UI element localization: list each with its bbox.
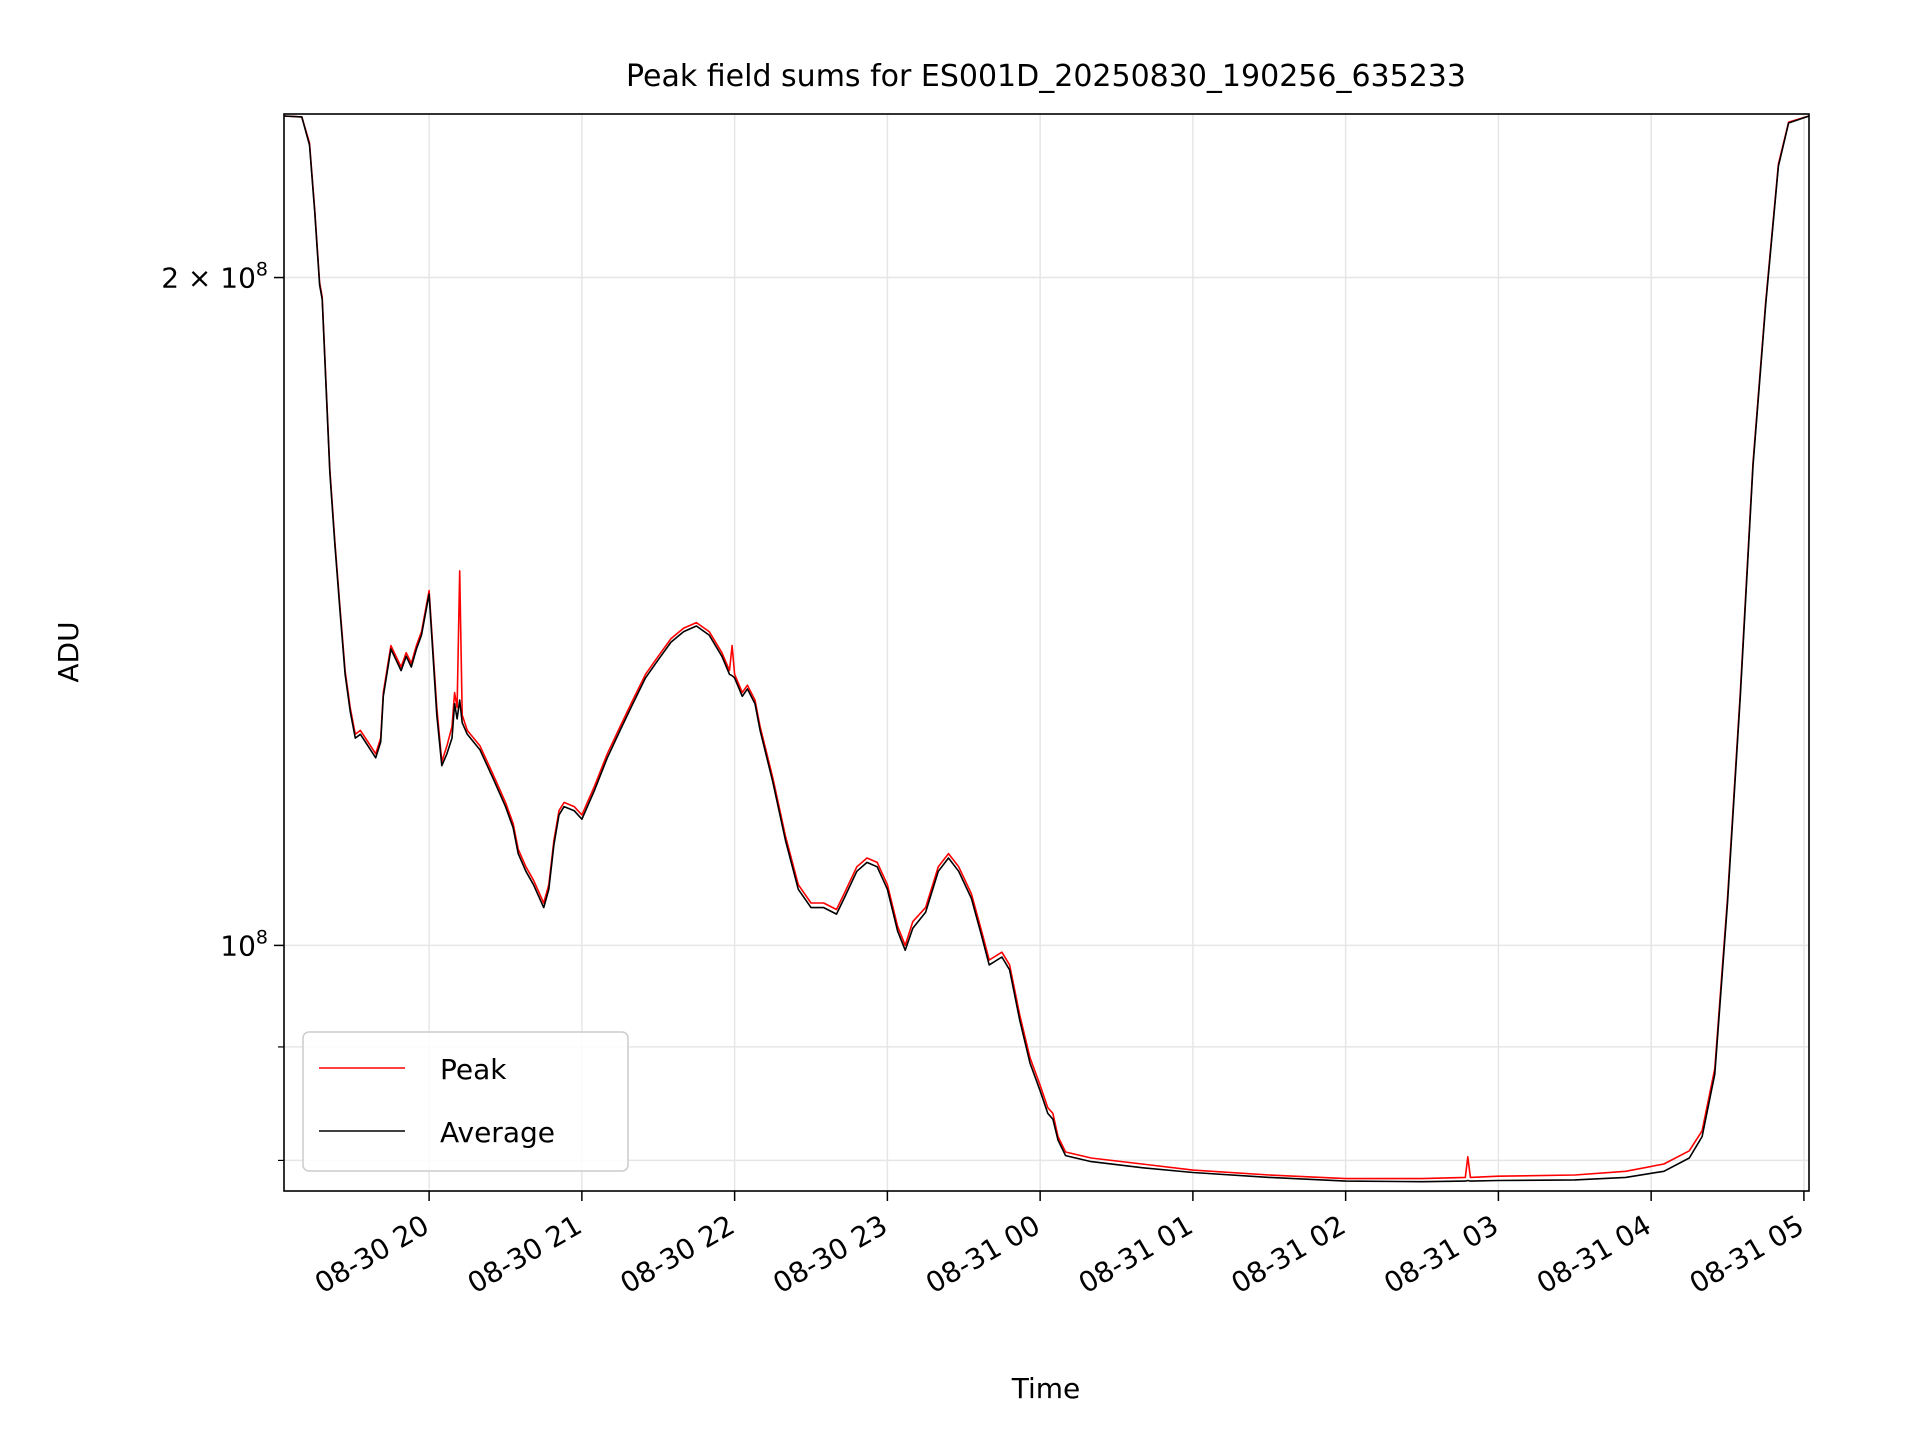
series-line-peak bbox=[284, 115, 1809, 1180]
y-axis: 2 × 108 108 bbox=[161, 259, 284, 1162]
plot-frame bbox=[283, 113, 1810, 1192]
y-axis-label: ADU bbox=[52, 621, 85, 682]
series-layer bbox=[284, 115, 1809, 1183]
series-line-average bbox=[284, 115, 1809, 1183]
legend: Peak Average bbox=[302, 1031, 629, 1172]
grid bbox=[284, 114, 1809, 1191]
y-tick-label: 108 bbox=[220, 926, 268, 962]
chart-title: Peak field sums for ES001D_20250830_1902… bbox=[626, 59, 1466, 94]
x-axis-label: Time bbox=[1011, 1372, 1081, 1405]
legend-box bbox=[302, 1031, 629, 1172]
y-tick-label: 2 × 108 bbox=[161, 259, 268, 295]
legend-label-average: Average bbox=[440, 1116, 555, 1149]
legend-label-peak: Peak bbox=[440, 1053, 507, 1086]
